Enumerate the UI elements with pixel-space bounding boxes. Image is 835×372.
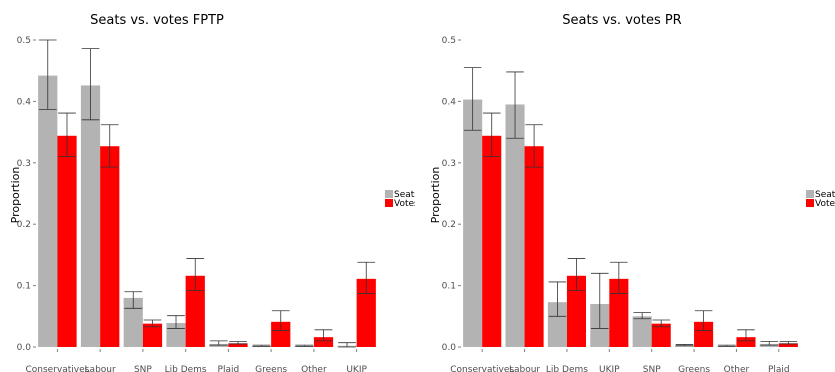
bar-votes [228, 343, 248, 347]
y-tick-label: 0.5 [442, 36, 456, 46]
y-tick-label: 0.3 [442, 159, 456, 169]
bar-votes [185, 275, 205, 347]
legend-swatch-seats [806, 190, 814, 198]
x-tick-label: Lib Dems [546, 365, 588, 372]
y-axis-label: Proportion [9, 167, 22, 224]
bar-seats [632, 316, 652, 347]
bar-seats [166, 323, 186, 347]
y-tick-label: 0.1 [442, 282, 456, 292]
bar-votes [609, 278, 629, 347]
chart-title: Seats vs. votes FPTP [90, 13, 224, 28]
y-tick-label: 0.0 [442, 343, 457, 353]
y-tick-label: 0.4 [442, 97, 457, 107]
y-tick-label: 0.1 [17, 282, 31, 292]
y-axis-label: Proportion [429, 167, 442, 224]
x-tick-label: Greens [678, 365, 710, 372]
legend: Seats Votes [385, 190, 415, 209]
legend-label-seats: Seats [394, 190, 415, 200]
y-tick-label: 0.3 [17, 159, 31, 169]
chart-title: Seats vs. votes PR [562, 13, 681, 28]
y-tick-label: 0.4 [17, 97, 32, 107]
bar-votes [313, 337, 334, 347]
legend-swatch-votes [385, 199, 393, 207]
legend-swatch-votes [806, 199, 814, 207]
x-tick-label: SNP [643, 365, 661, 372]
legend-swatch-seats [385, 190, 393, 198]
x-tick-label: Labour [85, 365, 116, 372]
bar-seats [463, 99, 483, 347]
bar-votes [566, 275, 587, 347]
legend: Seats Votes [806, 190, 835, 209]
bar-votes [524, 146, 544, 347]
bar-votes [142, 323, 163, 347]
legend-label-seats: Seats [815, 190, 835, 200]
x-tick-label: Labour [509, 365, 540, 372]
y-tick-label: 0.2 [17, 220, 31, 230]
x-tick-label: UKIP [346, 365, 367, 372]
x-tick-label: Lib Dems [165, 365, 207, 372]
bar-votes [778, 343, 798, 347]
x-tick-label: Other [724, 365, 750, 372]
bar-votes [100, 146, 120, 347]
chart-panel-fptp: Seats vs. votes FPTP Proportion Seats Vo… [0, 0, 415, 372]
y-tick-label: 0.2 [442, 220, 456, 230]
bar-seats [80, 85, 101, 347]
bar-votes [482, 135, 502, 347]
bar-votes [651, 323, 671, 347]
legend-label-votes: Votes [394, 199, 415, 209]
x-tick-label: Conservatives [25, 365, 89, 372]
bar-seats [38, 75, 58, 347]
x-tick-label: Plaid [218, 365, 240, 372]
x-tick-label: Other [301, 365, 327, 372]
chart-panel-pr: Seats vs. votes PR Proportion Seats Vote… [420, 0, 835, 372]
bar-votes [356, 278, 376, 347]
bar-seats [505, 104, 525, 347]
y-tick-label: 0.5 [17, 36, 31, 46]
chart-pr: Seats vs. votes PR Proportion Seats Vote… [429, 13, 835, 372]
bar-votes [736, 337, 756, 347]
y-tick-label: 0.0 [17, 343, 32, 353]
legend-label-votes: Votes [815, 199, 835, 209]
bar-votes [57, 135, 77, 347]
x-tick-label: Greens [255, 365, 287, 372]
x-tick-label: Plaid [768, 365, 790, 372]
x-tick-label: SNP [134, 365, 152, 372]
bar-votes [694, 321, 714, 347]
x-tick-label: UKIP [599, 365, 620, 372]
bar-seats [123, 297, 143, 347]
bar-votes [271, 321, 291, 347]
chart-fptp: Seats vs. votes FPTP Proportion Seats Vo… [9, 13, 415, 372]
bar-seats [547, 302, 567, 347]
x-tick-label: Conservatives [450, 365, 514, 372]
